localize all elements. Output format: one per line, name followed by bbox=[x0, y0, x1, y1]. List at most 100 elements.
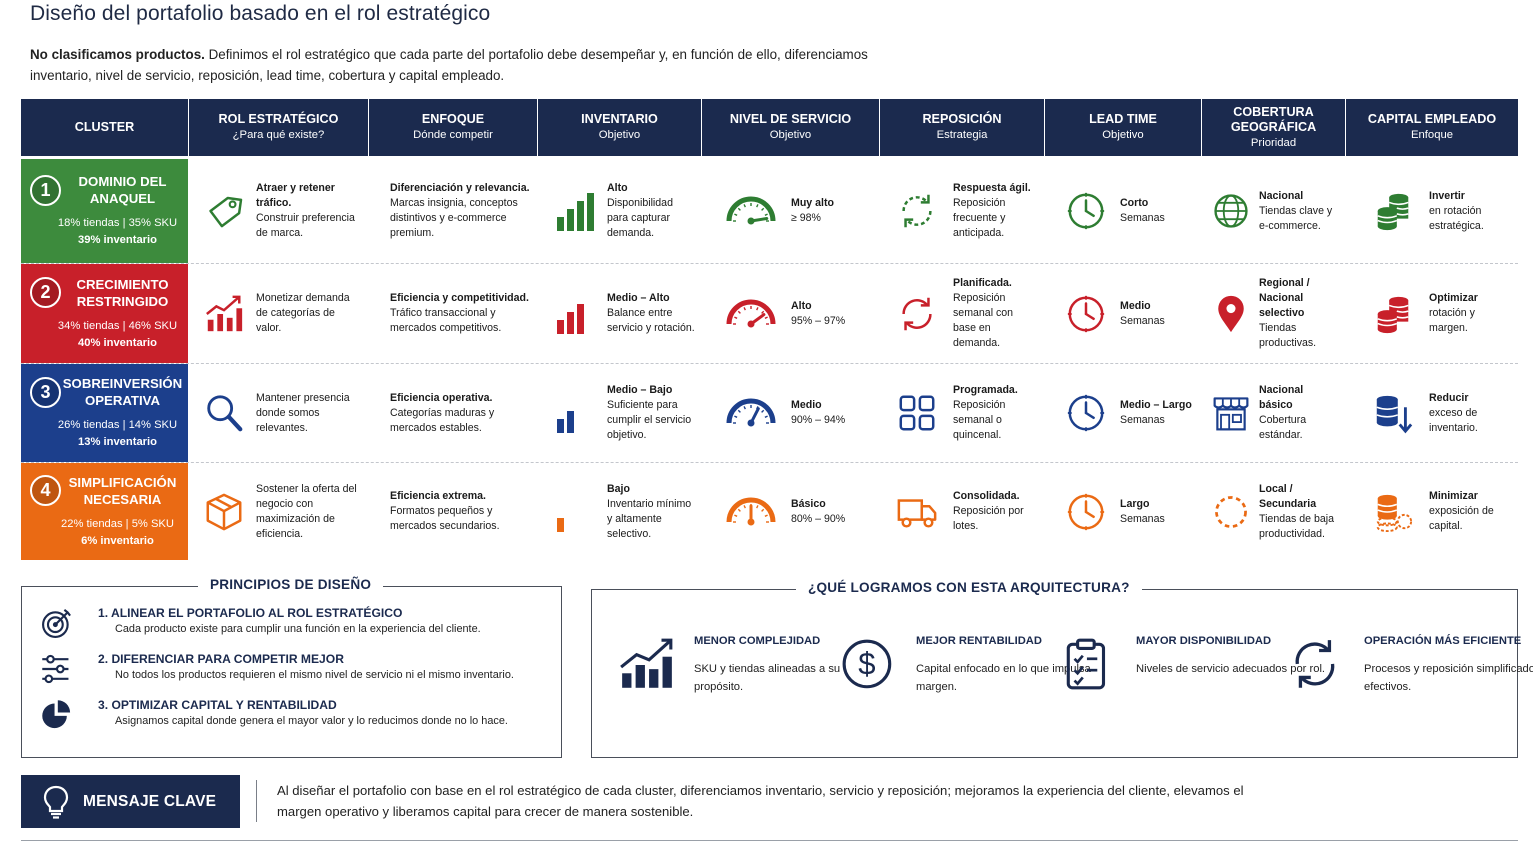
cell-bold-text: Eficiencia extrema. bbox=[390, 490, 486, 502]
globe-icon bbox=[1211, 191, 1251, 231]
cell-text: Reposición por lotes. bbox=[953, 505, 1024, 532]
cell-bold-text: Medio – Largo bbox=[1120, 399, 1192, 411]
cell-text: Cobertura estándar. bbox=[1259, 414, 1307, 441]
rol-cell: Sostener la oferta del negocio con maxim… bbox=[188, 463, 368, 560]
enfoque-cell: Eficiencia operativa. Categorías maduras … bbox=[368, 364, 537, 462]
principles-panel: PRINCIPIOS DE DISEÑO 1. ALINEAR EL PORTA… bbox=[21, 577, 562, 758]
principle-description: Cada producto existe para cumplir una fu… bbox=[115, 623, 481, 635]
header-title: LEAD TIME bbox=[1089, 112, 1157, 126]
bar-level-icon bbox=[555, 391, 595, 435]
cell-bold-text: Medio bbox=[791, 399, 822, 411]
rol-cell: Atraer y retener tráfico. Construir prefe… bbox=[188, 159, 368, 263]
table-header: CLUSTER ROL ESTRATÉGICO ¿Para qué existe? E… bbox=[21, 99, 1518, 156]
cell-text: 90% – 94% bbox=[791, 414, 846, 426]
cell-text: Semanas bbox=[1120, 414, 1165, 426]
cluster-stats: 18% tiendas | 35% SKU bbox=[57, 217, 178, 229]
inventario-cell: Alto Disponibilidad para capturar demanda… bbox=[537, 159, 701, 263]
bar-level-icon bbox=[555, 490, 595, 534]
achievement-description: SKU y tiendas alineadas a su propósito. bbox=[694, 663, 841, 693]
enfoque-cell: Diferenciación y relevancia. Marcas insig… bbox=[368, 159, 537, 263]
cell-text: en rotación estratégica. bbox=[1429, 204, 1484, 232]
truck-icon bbox=[895, 491, 939, 533]
cell-text: Construir preferencia de marca. bbox=[256, 212, 355, 239]
header-title: ENFOQUE bbox=[421, 112, 485, 126]
cluster-name: CRECIMIENTO RESTRINGIDO bbox=[76, 276, 169, 309]
header-cell: INVENTARIO Objetivo bbox=[537, 99, 701, 156]
leadtime-cell: Largo Semanas bbox=[1044, 463, 1201, 560]
grid-icon bbox=[895, 392, 939, 434]
page-title: Diseño del portafolio basado en el rol e… bbox=[30, 2, 491, 25]
principle-heading: 3. OPTIMIZAR CAPITAL Y RENTABILIDAD bbox=[98, 698, 337, 712]
principle-item: 2. DIFERENCIAR PARA COMPETIR MEJOR No tod… bbox=[22, 651, 548, 687]
search-icon bbox=[202, 392, 246, 434]
cell-text: Tiendas productivas. bbox=[1259, 322, 1317, 349]
growth-chart-icon bbox=[618, 636, 676, 694]
achievements-title: ¿QUÉ LOGRAMOS CON ESTA ARQUITECTURA? bbox=[796, 580, 1142, 595]
dollar-icon: $ bbox=[840, 636, 898, 694]
reposicion-cell: Programada. Reposición semanal o quincena… bbox=[879, 364, 1044, 462]
principle-description: No todos los productos requieren el mism… bbox=[115, 669, 514, 681]
cell-text: rotación y margen. bbox=[1429, 307, 1475, 334]
cell-text: exposición de capital. bbox=[1429, 505, 1494, 532]
cell-bold-text: Consolidada. bbox=[953, 490, 1020, 502]
header-cell: COBERTURA GEOGRÁFICA Prioridad bbox=[1201, 99, 1345, 156]
servicio-cell: Muy alto ≥ 98% bbox=[701, 159, 879, 263]
map-pin-icon bbox=[1211, 294, 1251, 334]
header-subtitle: Objetivo bbox=[769, 129, 812, 141]
table-body: 1 DOMINIO DEL ANAQUEL 18% tiendas | 35% SK… bbox=[21, 159, 1518, 560]
servicio-cell: Básico 80% – 90% bbox=[701, 463, 879, 560]
cell-bold-text: Minimizar bbox=[1429, 490, 1478, 502]
header-cell: CAPITAL EMPLEADO Enfoque bbox=[1345, 99, 1518, 156]
reposicion-cell: Respuesta ágil. Reposición frecuente y an… bbox=[879, 159, 1044, 263]
rol-cell: Mantener presencia donde somos relevante… bbox=[188, 364, 368, 462]
cluster-number: 1 bbox=[30, 174, 61, 206]
cell-bold-text: Programada. bbox=[953, 384, 1018, 396]
cell-text: 95% – 97% bbox=[791, 314, 846, 327]
cluster-number: 2 bbox=[30, 277, 61, 308]
cluster-stats: 26% tiendas | 14% SKU bbox=[57, 419, 178, 431]
cell-text: Balance entre servicio y rotación. bbox=[607, 307, 695, 334]
cell-text: Monetizar demanda de categorías de valor… bbox=[256, 292, 350, 334]
cluster-inventory-share: 39% inventario bbox=[78, 234, 157, 246]
principle-item: 1. ALINEAR EL PORTAFOLIO AL ROL ESTRATÉG… bbox=[22, 605, 548, 641]
cell-bold-text: Eficiencia y competitividad. bbox=[390, 292, 529, 304]
cluster-name: DOMINIO DEL ANAQUEL bbox=[78, 174, 167, 206]
cell-bold-text: Nacional básico bbox=[1259, 384, 1304, 411]
cell-bold-text: Respuesta ágil. bbox=[953, 182, 1031, 194]
cell-text: Semanas bbox=[1120, 314, 1165, 327]
capital-cell: Reducir exceso de inventario. bbox=[1345, 364, 1518, 462]
header-subtitle: Enfoque bbox=[1410, 129, 1454, 141]
reposicion-cell: Planificada. Reposición semanal con base … bbox=[879, 264, 1044, 363]
cluster-inventory-share: 6% inventario bbox=[81, 534, 154, 547]
cell-text: Tiendas clave y e-commerce. bbox=[1259, 204, 1333, 232]
cell-text: Marcas insignia, conceptos distintivos y… bbox=[390, 197, 518, 239]
tag-icon bbox=[202, 190, 246, 232]
intro-paragraph: No clasificamos productos. Definimos el … bbox=[30, 44, 910, 86]
achievement-description: Niveles de servicio adecuados por rol. bbox=[1136, 663, 1326, 675]
bar-level-icon bbox=[555, 292, 595, 336]
header-subtitle: Dónde competir bbox=[413, 129, 493, 141]
portfolio-table: CLUSTER ROL ESTRATÉGICO ¿Para qué existe? E… bbox=[21, 99, 1518, 560]
header-subtitle: Estrategia bbox=[936, 129, 988, 141]
cell-text: 80% – 90% bbox=[791, 512, 846, 525]
dashed-circle-icon bbox=[1211, 492, 1251, 532]
svg-text:$: $ bbox=[858, 646, 875, 681]
principle-heading: 2. DIFERENCIAR PARA COMPETIR MEJOR bbox=[98, 652, 344, 666]
growth-bars-icon bbox=[202, 293, 246, 335]
capital-cell: Minimizar exposición de capital. bbox=[1345, 463, 1518, 560]
cell-bold-text: Corto bbox=[1120, 197, 1149, 209]
achievement-item: MENOR COMPLEJIDAD SKU y tiendas alineadas… bbox=[618, 632, 884, 696]
cell-bold-text: Regional / Nacional selectivo bbox=[1259, 277, 1310, 319]
achievement-description: Capital enfocado en lo que impulsa marge… bbox=[916, 663, 1091, 693]
header-title: CLUSTER bbox=[74, 120, 135, 134]
cell-bold-text: Optimizar bbox=[1429, 292, 1478, 304]
cell-text: Disponibilidad para capturar demanda. bbox=[607, 197, 673, 239]
pie-chart-icon bbox=[22, 697, 92, 733]
cycle-icon bbox=[1288, 636, 1346, 694]
header-cell: ENFOQUE Dónde competir bbox=[368, 99, 537, 156]
header-title: INVENTARIO bbox=[581, 112, 658, 126]
cluster-cell: 2 CRECIMIENTO RESTRINGIDO 34% tiendas | 46… bbox=[21, 264, 188, 363]
store-icon bbox=[1211, 393, 1251, 433]
achievement-item: $ MEJOR RENTABILIDAD Capital enfocado en l… bbox=[840, 632, 1106, 696]
cluster-inventory-share: 40% inventario bbox=[78, 336, 157, 349]
